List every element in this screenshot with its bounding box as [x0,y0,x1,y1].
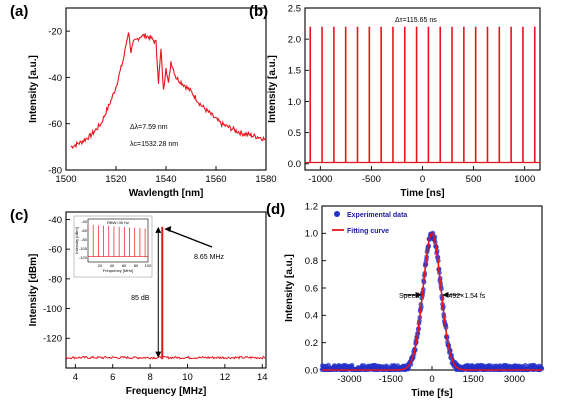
x-tick-label: 10 [182,372,193,383]
x-axis-label: Wavlength [nm] [129,188,204,199]
legend-marker-experimental [334,211,340,217]
inset-frame [87,218,149,263]
y-tick-label: 0.4 [305,311,318,322]
inset-y-tick-label: -100 [79,246,88,251]
y-tick-label: 2.5 [288,3,301,14]
inset-x-tick-label: 20 [98,263,103,268]
noise-floor-line [65,355,266,360]
x-tick-label: 3000 [504,374,525,385]
y-tick-label: 2.0 [288,35,301,46]
pulse-width-annotation: 492×1.54 fs [449,293,486,300]
inset-y-tick-label: -60 [81,228,88,233]
y-tick-label: 0.2 [305,338,318,349]
x-tick-label: 0 [420,174,425,185]
x-tick-label: 8 [147,372,152,383]
y-axis-label: Intensity [a.u.] [267,55,278,123]
y-tick-label: -80 [48,165,62,176]
inset-x-tick-label: 80 [134,263,139,268]
y-tick-label: 0.6 [305,283,318,294]
y-tick-label: -80 [48,274,62,285]
inset-x-tick-label: 60 [122,263,127,268]
x-tick-label: 1580 [255,174,276,185]
x-tick-label: 1500 [55,174,76,185]
inset-x-tick-label: 40 [110,263,115,268]
center-wavelength-annotation: λc=1532.28 nm [130,141,178,148]
x-tick-label: -1000 [308,174,332,185]
y-tick-label: 0.5 [288,128,301,139]
x-tick-label: 14 [257,372,268,383]
x-axis-label: Time [fs] [411,388,453,399]
panel-label: (d) [266,201,285,218]
x-tick-label: 4 [73,372,78,383]
panel-label: (c) [10,207,28,224]
panel-label: (b) [249,3,268,20]
y-tick-label: -20 [48,27,62,38]
y-tick-label: 1.0 [288,97,301,108]
y-axis-label: Intensity [dBm] [28,254,39,327]
x-tick-label: -500 [362,174,381,185]
range-arrow-head-up [155,226,162,233]
y-tick-label: 1.5 [288,66,301,77]
inset-x-axis-label: Frequency [MHz] [103,268,133,273]
x-tick-label: 1560 [205,174,226,185]
y-tick-label: -60 [48,245,62,256]
fwhm-arrow-left-head [415,291,422,298]
range-arrow-head-down [155,351,162,358]
x-tick-label: 1520 [105,174,126,185]
x-tick-label: 1540 [155,174,176,185]
y-tick-label: 1.0 [305,229,318,240]
peak-pointer-head [164,226,172,232]
inset-x-tick-label: 100 [145,263,152,268]
y-tick-label: -40 [48,215,62,226]
x-tick-label: 6 [110,372,115,383]
y-tick-label: 0.0 [305,365,318,376]
panel-c-rf-spectrum: 4 6 8 10 12 14 -120 -100 -80 -60 -40 Frequency [MHz… [10,207,268,397]
legend-label-fitting: Fitting curve [347,228,389,235]
panel-a-wavelength-spectrum: 1500 1520 1540 1560 1580 -80 -60 -40 -20 Wavlengt… [10,3,277,199]
peak-frequency-annotation: 8.65 MHz [194,254,224,261]
x-tick-label: -1500 [379,374,403,385]
y-axis-label: Intensity [a.u.] [28,55,39,123]
inset-y-tick-label: -120 [79,255,88,260]
y-tick-label: -100 [43,304,62,315]
fwhm-annotation: Δλ=7.59 nm [130,124,168,131]
panel-d-autocorrelation: -3000 -1500 0 1500 3000 0.0 0.2 0.4 0.6 0.8 1.0 1.2… [266,201,545,399]
fwhm-arrow-right-head [442,291,449,298]
inset-title: RBW=30 Hz [107,220,129,225]
y-tick-label: 1.2 [305,201,318,212]
pulse-period-annotation: Δτ=115.65 ns [395,17,437,24]
y-tick-label: -60 [48,119,62,130]
inset-y-tick-label: -80 [81,237,88,242]
panel-b-pulse-train: -1000 -500 0 500 1000 0.0 0.5 1.0 1.5 2.0 2.5 Time … [249,3,541,199]
fitting-curve-line [322,232,542,371]
x-tick-label: 500 [466,174,482,185]
inset-y-axis-label: Intensity [dBm] [74,227,79,253]
dynamic-range-annotation: 85 dB [131,295,150,302]
plot-frame [304,7,541,171]
inset-y-tick-label: -40 [81,219,88,224]
y-tick-label: 0.0 [288,159,301,170]
x-axis-label: Time [ns] [400,188,444,199]
x-tick-label: 1000 [514,174,535,185]
x-tick-label: -3000 [337,374,361,385]
x-tick-label: 1500 [463,374,484,385]
legend-label-experimental: Experimental data [347,212,407,219]
x-tick-label: 12 [220,372,231,383]
x-axis-label: Frequency [MHz] [126,386,207,397]
y-tick-label: -120 [43,334,62,345]
watermark-text: Speed [399,293,419,300]
plot-frame [65,211,267,369]
x-tick-label: 0 [429,374,434,385]
inset-background [73,215,153,278]
experimental-data-points [319,230,545,372]
y-axis-label: Intensity [a.u.] [284,254,295,322]
spectrum-line [70,32,267,150]
y-tick-label: -40 [48,73,62,84]
peak-pointer-arrow [168,229,213,248]
panel-label: (a) [10,3,28,20]
y-tick-label: 0.8 [305,256,318,267]
